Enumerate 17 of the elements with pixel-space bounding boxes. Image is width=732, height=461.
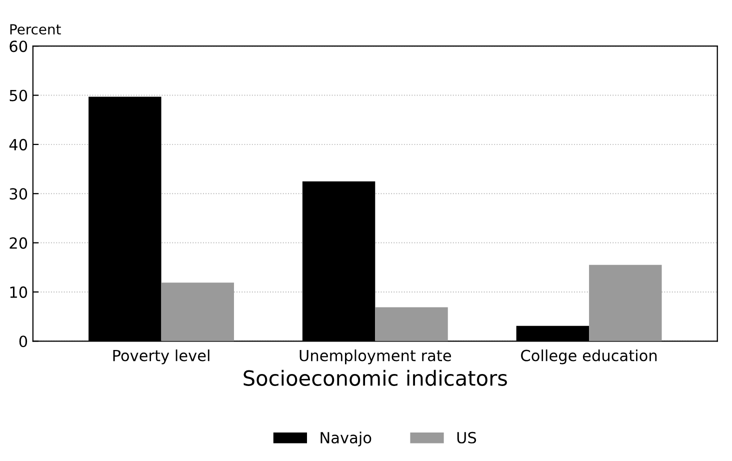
- y-tick-label: 20: [10, 237, 28, 249]
- y-tick-label: 10: [10, 286, 28, 298]
- legend-label: Navajo: [320, 432, 372, 446]
- x-tick-label: Unemployment rate: [300, 349, 451, 364]
- x-axis-title: Socioeconomic indicators: [244, 370, 507, 386]
- y-axis-title: Percent: [10, 24, 61, 35]
- bar: [589, 264, 662, 342]
- legend-label: US: [457, 432, 476, 444]
- bar: [375, 307, 448, 342]
- y-tick-label: 60: [10, 40, 28, 52]
- y-tick-label: 40: [9, 138, 28, 150]
- bar: [161, 282, 234, 342]
- y-tick-label: 50: [10, 90, 28, 102]
- y-tick-label: 0: [19, 336, 28, 348]
- y-tick-label: 30: [10, 188, 28, 200]
- x-tick-label: College education: [521, 349, 657, 364]
- x-tick-label: Poverty level: [113, 349, 210, 364]
